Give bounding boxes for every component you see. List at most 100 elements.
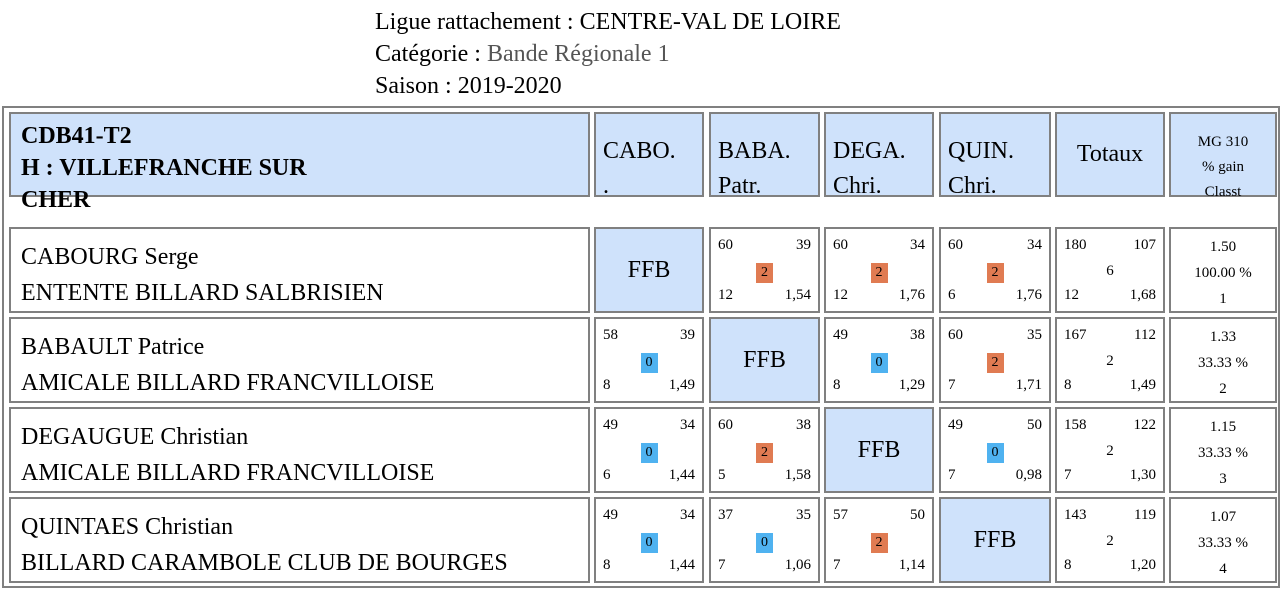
match-reprises: 39 [796,237,811,253]
match-score-badge: 2 [870,263,888,283]
total-match-points: 2 [1106,533,1114,549]
total-score: 2 [1057,443,1163,459]
player-name: CABOURG Serge [21,244,199,270]
match-score-wrap: 2 [826,263,932,283]
total-points: 180 [1064,237,1087,253]
categorie-line: Catégorie : Bande Régionale 1 [375,41,670,67]
match-serie: 7 [948,377,956,393]
match-moyenne: 1,76 [898,287,925,303]
team-name-line3: CHER [21,187,91,213]
match-serie: 6 [948,287,956,303]
stat-classt: 1 [1219,291,1227,307]
match-serie: 12 [718,287,733,303]
total-moyenne: 1,49 [1129,377,1156,393]
match-score-wrap: 0 [941,443,1049,463]
match-score-wrap: 2 [711,263,818,283]
match-reprises: 50 [1027,417,1042,433]
ffb-label: FFB [857,436,901,463]
match-moyenne: 1,54 [784,287,811,303]
match-reprises: 34 [680,507,695,523]
total-match-points: 6 [1106,263,1114,279]
stats-cell: 1.07 33.33 % 4 [1169,497,1277,583]
stat-classt: 3 [1219,471,1227,487]
ffb-self-cell: FFB [709,317,820,403]
match-score-wrap: 0 [596,533,702,553]
total-score: 6 [1057,263,1163,279]
totals-cell: 180 107 6 12 1,68 [1055,227,1165,313]
match-moyenne: 1,14 [898,557,925,573]
match-cell: 58 39 0 8 1,49 [594,317,704,403]
column-header-baba: BABA. Patr. [709,112,820,199]
team-name-line1: CDB41-T2 [21,123,132,149]
match-score-wrap: 0 [826,353,932,373]
match-score-badge: 0 [640,353,658,373]
match-score-badge: 2 [756,443,773,463]
match-points: 60 [948,327,963,343]
match-reprises: 38 [910,327,925,343]
match-points: 57 [833,507,848,523]
total-moyenne: 1,30 [1129,467,1156,483]
total-match-points: 2 [1106,353,1114,369]
stat-gain: 100.00 % [1194,265,1252,281]
total-reprises: 112 [1134,327,1156,343]
column-header-totaux: Totaux [1055,112,1165,197]
match-points: 37 [718,507,733,523]
column-header-dega: DEGA. Chri. [824,112,934,199]
player-club: AMICALE BILLARD FRANCVILLOISE [21,460,435,486]
ligue-value: CENTRE-VAL DE LOIRE [579,9,841,35]
match-serie: 8 [603,557,611,573]
match-serie: 6 [603,467,611,483]
match-score-badge: 0 [870,353,888,373]
match-score-wrap: 2 [941,263,1049,283]
match-points: 49 [948,417,963,433]
match-cell: 37 35 0 7 1,06 [709,497,820,583]
total-serie: 7 [1064,467,1072,483]
match-cell: 60 34 2 12 1,76 [824,227,934,313]
total-match-points: 2 [1106,443,1114,459]
stat-mg: 1.15 [1209,419,1237,435]
player-name: DEGAUGUE Christian [21,424,249,450]
team-header-cell: CDB41-T2 H : VILLEFRANCHE SUR CHER [9,112,590,213]
player-cell: CABOURG Serge ENTENTE BILLARD SALBRISIEN [9,227,590,313]
match-reprises: 35 [1027,327,1042,343]
match-reprises: 34 [1027,237,1042,253]
match-moyenne: 1,58 [784,467,811,483]
match-points: 49 [833,327,848,343]
results-grid: CDB41-T2 H : VILLEFRANCHE SUR CHER CABO.… [2,106,1280,588]
totals-cell: 158 122 2 7 1,30 [1055,407,1165,493]
match-cell: 60 34 2 6 1,76 [939,227,1051,313]
total-points: 167 [1064,327,1087,343]
match-score-badge: 0 [640,443,658,463]
total-points: 143 [1064,507,1087,523]
match-score-badge: 2 [986,263,1004,283]
stat-classt: 2 [1219,381,1227,397]
match-cell: 49 50 0 7 0,98 [939,407,1051,493]
categorie-value: Bande Régionale 1 [486,41,670,67]
match-moyenne: 1,44 [668,467,695,483]
ligue-line: Ligue rattachement : CENTRE-VAL DE LOIRE [375,9,841,35]
match-reprises: 39 [680,327,695,343]
match-score-wrap: 0 [711,533,818,553]
match-serie: 5 [718,467,726,483]
match-serie: 7 [948,467,956,483]
match-points: 60 [948,237,963,253]
player-name: QUINTAES Christian [21,514,234,540]
stats-cell: 1.33 33.33 % 2 [1169,317,1277,403]
page-header: Ligue rattachement : CENTRE-VAL DE LOIRE… [375,6,841,102]
saison-value: 2019-2020 [457,73,562,99]
match-score-badge: 0 [756,533,773,553]
match-score-wrap: 2 [826,533,932,553]
match-score-wrap: 2 [941,353,1049,373]
match-moyenne: 1,44 [668,557,695,573]
match-score-badge: 0 [640,533,658,553]
match-cell: 60 39 2 12 1,54 [709,227,820,313]
match-moyenne: 1,29 [898,377,925,393]
totals-cell: 167 112 2 8 1,49 [1055,317,1165,403]
stat-gain: 33.33 % [1198,355,1248,371]
match-serie: 8 [603,377,611,393]
match-moyenne: 1,71 [1015,377,1042,393]
player-club: BILLARD CARAMBOLE CLUB DE BOURGES [21,550,508,576]
match-score-badge: 2 [756,263,773,283]
team-name-line2: H : VILLEFRANCHE SUR [21,155,307,181]
player-cell: BABAULT Patrice AMICALE BILLARD FRANCVILL… [9,317,590,403]
